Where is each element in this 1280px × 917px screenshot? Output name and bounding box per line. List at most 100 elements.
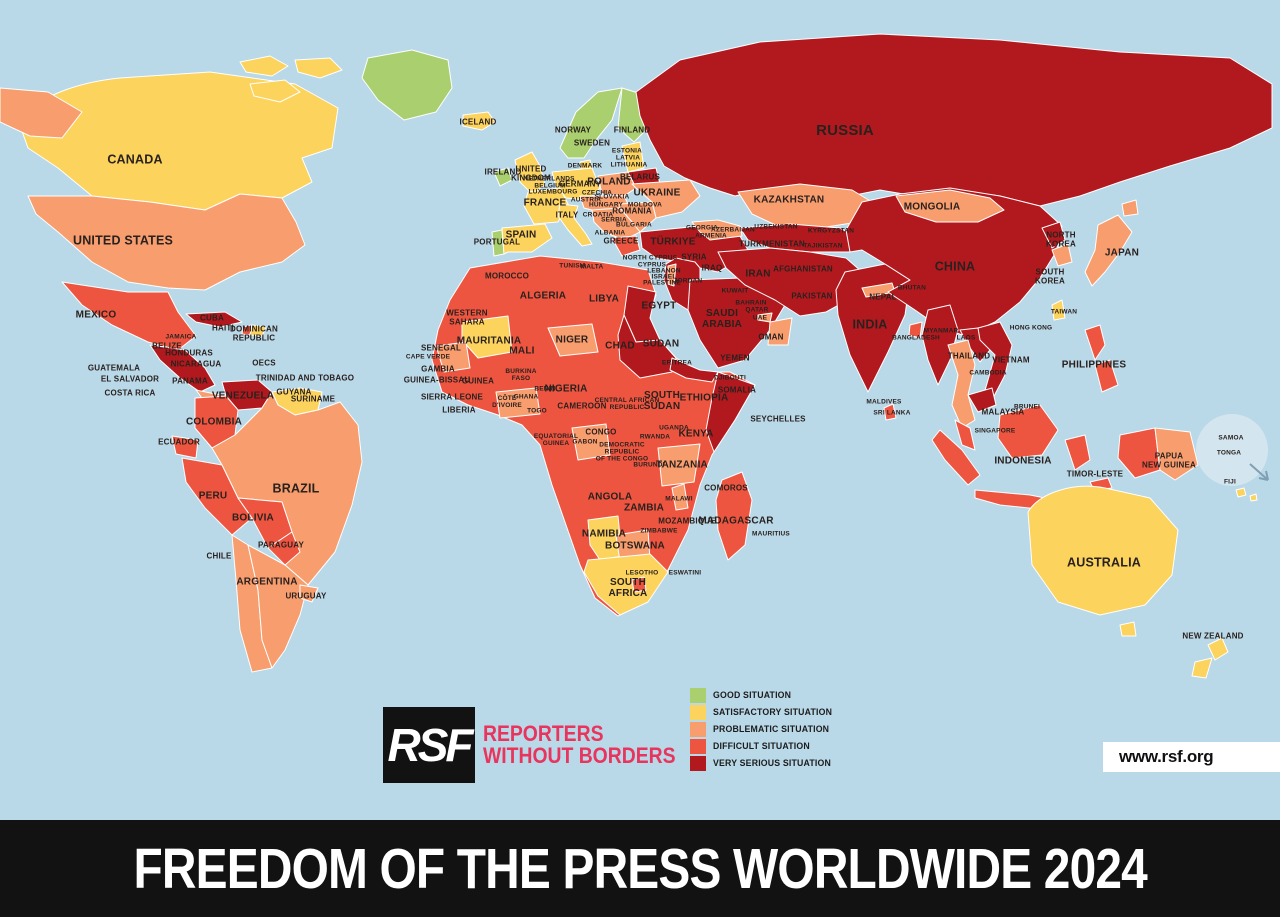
- region-france: [523, 187, 569, 225]
- pacific-inset-arrow: [1249, 463, 1269, 481]
- country-label: LITHUANIA: [610, 161, 648, 169]
- legend-label: GOOD SITUATION: [713, 690, 792, 701]
- region-north-korea: [1041, 221, 1066, 249]
- legend-item: SATISFACTORY SITUATION: [690, 705, 843, 720]
- country-label: GEORGIA: [685, 224, 719, 232]
- region-thailand: [947, 339, 976, 429]
- legend-swatch: [690, 705, 706, 720]
- country-label: SRI LANKA: [873, 409, 911, 417]
- region-norway-sweden: [559, 87, 623, 159]
- country-label: BELARUS: [619, 172, 661, 182]
- country-label: CUBA: [200, 313, 224, 323]
- country-label: HAITI: [212, 323, 234, 333]
- website-url: www.rsf.org: [1119, 747, 1214, 766]
- country-label: CHAD: [605, 340, 635, 352]
- country-label: BENIN: [534, 385, 556, 393]
- country-label: SINGAPORE: [974, 427, 1016, 435]
- country-label: LIBYA: [588, 293, 620, 305]
- legend-item: VERY SERIOUS SITUATION: [690, 756, 843, 771]
- legend-item: DIFFICULT SITUATION: [690, 739, 843, 754]
- country-label: NICARAGUA: [170, 359, 222, 369]
- country-label: CYPRUS: [637, 261, 667, 269]
- pacific-inset-circle: [1196, 414, 1268, 486]
- country-label: KENYA: [678, 428, 714, 440]
- region-senegal: [435, 341, 471, 373]
- country-labels-layer: RUSSIA CANADA UNITED STATES CHINA INDIA AUSTR…: [72, 118, 1244, 640]
- legend-item: PROBLEMATIC SITUATION: [690, 722, 843, 737]
- region-uruguay: [299, 584, 319, 603]
- country-label: MONGOLIA: [903, 201, 961, 213]
- country-label: MAURITANIA: [456, 335, 522, 347]
- country-label: COMOROS: [704, 483, 748, 493]
- country-label: TÜRKIYE: [650, 236, 696, 248]
- legend-swatch: [690, 688, 706, 703]
- country-label: GUINEA-BISSAU: [403, 375, 471, 385]
- country-label: HUNGARY: [588, 201, 624, 209]
- country-label: MOZAMBIQUE: [658, 516, 716, 526]
- country-label: POLAND: [587, 176, 631, 188]
- country-label: MALI: [509, 345, 535, 357]
- region-south-korea: [1051, 243, 1073, 267]
- country-label: PANAMA: [172, 376, 208, 386]
- country-label: LIBERIA: [442, 405, 476, 415]
- country-label: ETHIOPIA: [679, 392, 729, 404]
- country-label: KUWAIT: [721, 287, 749, 295]
- country-label: BURUNDI: [633, 461, 665, 469]
- country-label: JAMAICA: [165, 333, 197, 341]
- country-label: AUSTRIA: [570, 196, 602, 204]
- country-label: ZIMBABWE: [640, 527, 678, 535]
- country-label: BELGIUM: [534, 182, 566, 190]
- region-gabon-congo: [571, 423, 611, 461]
- country-label: KAZAKHSTAN: [753, 194, 825, 206]
- country-label: CZECHIA: [581, 189, 613, 197]
- country-label: QATAR: [745, 306, 769, 314]
- country-label: SAMOA: [1218, 434, 1244, 442]
- region-ecuador: [171, 435, 199, 459]
- region-greece: [611, 235, 641, 257]
- country-label: URUGUAY: [285, 591, 327, 601]
- country-label: PERU: [198, 490, 228, 502]
- country-label: BANGLADESH: [892, 334, 940, 342]
- region-malaysia: [954, 419, 976, 451]
- country-label: YEMEN: [720, 353, 750, 363]
- region-oman: [767, 317, 793, 346]
- country-label: ESWATINI: [668, 569, 702, 577]
- country-label: UNITED STATES: [72, 233, 174, 248]
- country-label: PHILIPPINES: [1061, 359, 1127, 371]
- country-label: AZERBAIJAN: [711, 226, 755, 234]
- country-label: BAHRAIN: [735, 299, 767, 307]
- country-label: MOROCCO: [484, 271, 530, 281]
- rsf-logo-line1: REPORTERS: [483, 720, 604, 746]
- country-label: BHUTAN: [897, 284, 927, 292]
- country-label: TAJIKISTAN: [803, 242, 843, 250]
- country-label: FINLAND: [613, 125, 651, 135]
- region-caucasus: [691, 219, 743, 241]
- country-label: MEXICO: [75, 309, 117, 321]
- region-madagascar: [715, 471, 753, 561]
- country-label: SENEGAL: [420, 343, 462, 353]
- region-png: [1154, 427, 1199, 481]
- poster-title: FREEDOM OF THE PRESS WORLDWIDE 2024: [133, 836, 1147, 901]
- country-label: CANADA: [107, 152, 163, 167]
- country-label: HONG KONG: [1009, 324, 1053, 332]
- region-sudan: [617, 314, 677, 379]
- country-label: GABON: [572, 438, 598, 446]
- country-label: NORTH CYPRUS: [622, 254, 678, 262]
- region-somalia: [705, 371, 756, 453]
- country-label: CENTRAL AFRICAN REPUBLIC: [594, 396, 660, 411]
- country-label: GUATEMALA: [87, 363, 141, 373]
- country-label: SEYCHELLES: [750, 414, 806, 424]
- country-label: GUINEA: [461, 376, 495, 386]
- country-label: ANGOLA: [587, 491, 633, 503]
- country-label: BULGARIA: [616, 221, 652, 229]
- country-label: DJIBOUTI: [714, 374, 746, 382]
- region-spain: [501, 223, 553, 255]
- country-label: SOMALIA: [717, 385, 757, 395]
- country-label: PAKISTAN: [791, 291, 833, 301]
- title-banner: FREEDOM OF THE PRESS WORLDWIDE 2024: [0, 820, 1280, 917]
- country-label: MALAWI: [665, 495, 693, 503]
- region-uae: [757, 312, 773, 323]
- country-label: DEMOCRATIC REPUBLIC OF THE CONGO: [595, 441, 649, 463]
- rsf-logo-mark: RSF: [383, 707, 475, 783]
- country-label: SWEDEN: [573, 138, 611, 148]
